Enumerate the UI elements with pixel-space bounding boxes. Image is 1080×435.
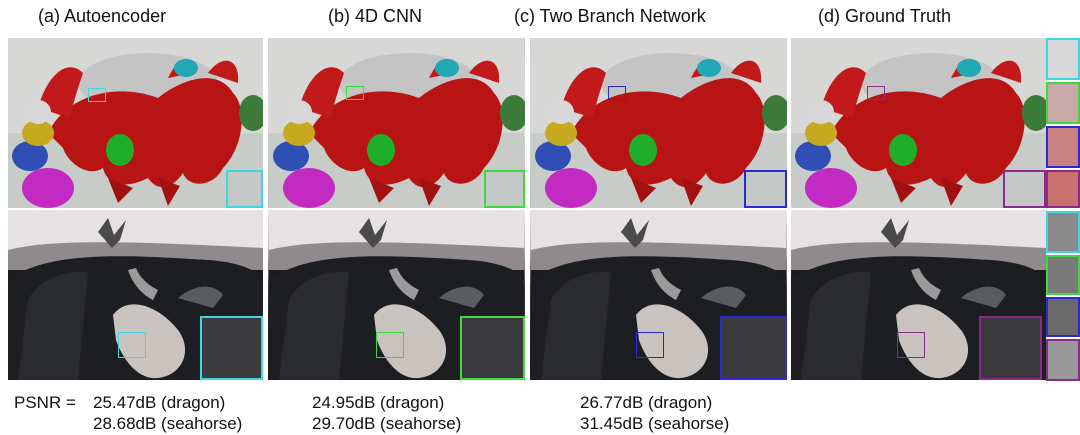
seahorse-zoom-ground-truth	[979, 316, 1042, 380]
dragon-panel-autoencoder	[8, 38, 263, 208]
zoom-strip-seahorse-2	[1046, 255, 1080, 295]
dragon-zoom-autoencoder	[226, 170, 263, 208]
dragon-zoom-4d-cnn	[484, 170, 525, 208]
seahorse-roi-4d-cnn	[376, 332, 404, 358]
zoom-strip-seahorse-3	[1046, 297, 1080, 337]
seahorse-zoom-autoencoder	[200, 316, 263, 380]
zoom-strip-seahorse-4	[1046, 339, 1080, 381]
zoom-strip-dragon-4	[1046, 170, 1080, 208]
seahorse-zoom-4d-cnn	[460, 316, 525, 380]
column-title-autoencoder: (a) Autoencoder	[38, 6, 167, 26]
seahorse-panel-ground-truth	[791, 210, 1046, 380]
psnr-4d-cnn-seahorse: 29.70dB (seahorse)	[312, 414, 462, 433]
seahorse-roi-autoencoder	[118, 332, 146, 358]
psnr-two-branch-dragon: 26.77dB (dragon)	[580, 393, 713, 412]
column-title-4d-cnn: (b) 4D CNN	[328, 6, 423, 26]
dragon-roi-ground-truth	[867, 86, 885, 100]
dragon-zoom-two-branch	[744, 170, 787, 208]
seahorse-zoom-two-branch	[720, 316, 787, 380]
psnr-4d-cnn-dragon: 24.95dB (dragon)	[312, 393, 445, 412]
dragon-panel-ground-truth	[791, 38, 1046, 208]
column-title-two-branch: (c) Two Branch Network	[514, 6, 706, 26]
psnr-two-branch-seahorse: 31.45dB (seahorse)	[580, 414, 730, 433]
dragon-roi-4d-cnn	[346, 86, 364, 100]
dragon-roi-two-branch	[608, 86, 626, 100]
seahorse-roi-ground-truth	[897, 332, 925, 358]
zoom-strip-dragon-1	[1046, 38, 1080, 80]
psnr-autoencoder-seahorse: 28.68dB (seahorse)	[93, 414, 243, 433]
seahorse-panel-4d-cnn	[268, 210, 525, 380]
column-title-ground-truth: (d) Ground Truth	[818, 6, 952, 26]
zoom-strip-dragon-2	[1046, 82, 1080, 124]
seahorse-panel-two-branch	[530, 210, 787, 380]
dragon-panel-4d-cnn	[268, 38, 525, 208]
seahorse-roi-two-branch	[636, 332, 664, 358]
dragon-panel-two-branch	[530, 38, 787, 208]
dragon-roi-autoencoder	[88, 88, 106, 102]
zoom-strip-seahorse-1	[1046, 211, 1080, 253]
dragon-zoom-ground-truth	[1003, 170, 1046, 208]
psnr-prefix: PSNR =	[14, 393, 81, 412]
zoom-strip-dragon-3	[1046, 126, 1080, 168]
psnr-autoencoder-dragon: 25.47dB (dragon)	[93, 393, 226, 412]
seahorse-panel-autoencoder	[8, 210, 263, 380]
